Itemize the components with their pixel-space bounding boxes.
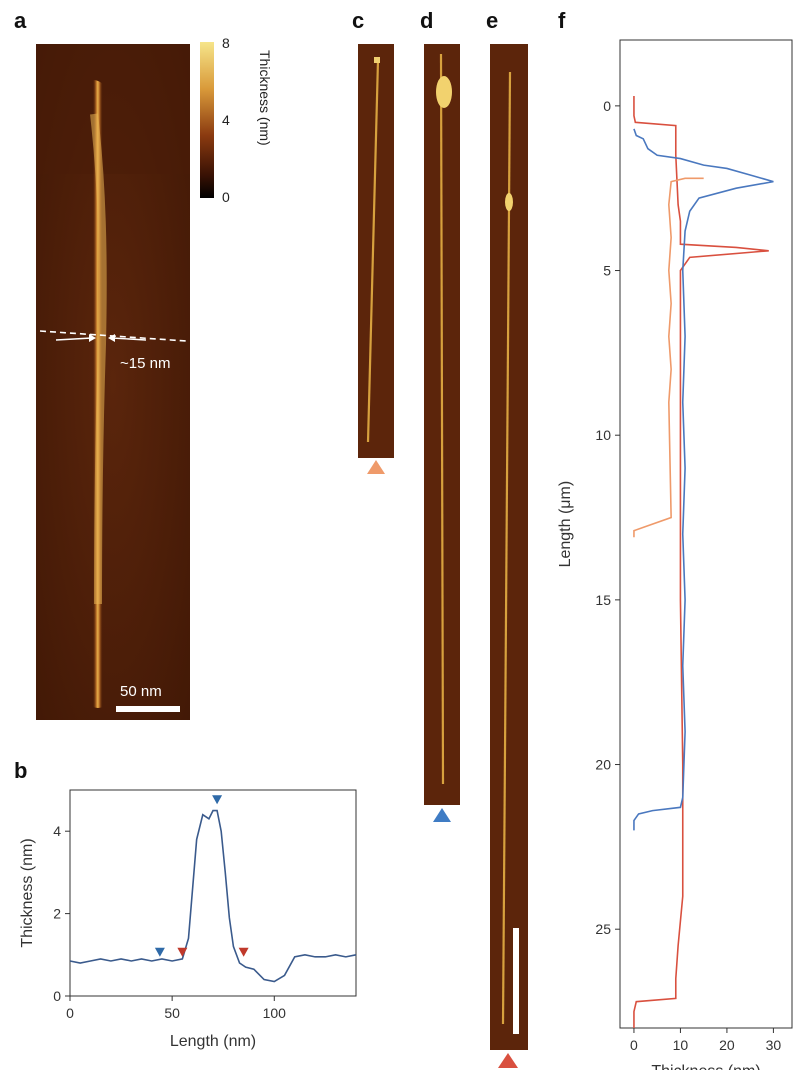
arrow-left-icon <box>108 334 115 342</box>
afm-image-c <box>358 44 394 474</box>
scalebar-e <box>513 928 519 1034</box>
y-tick-label-b: 4 <box>53 823 61 839</box>
x-axis-label-f: Thickness (nm) <box>651 1063 760 1070</box>
y-tick-label-f: 5 <box>603 263 611 279</box>
chart-b: 0 50 100 0 2 4 Length (nm) Thickness (nm) <box>19 789 357 1050</box>
y-axis-label-f: Length (μm) <box>557 481 574 568</box>
series-line-f <box>633 95 769 1028</box>
y-tick-label-f: 10 <box>595 427 611 443</box>
panel-letter-e: e <box>486 8 499 33</box>
y-tick-label-f: 15 <box>595 592 611 608</box>
series-line-b <box>69 809 357 983</box>
colorbar-tick-0: 0 <box>222 189 230 205</box>
x-tick-label-b: 100 <box>263 1005 287 1021</box>
chart-f: 0 10 20 30 0 5 10 15 20 25 Thickness (nm) Length (μ… <box>557 39 793 1070</box>
arrow-right-icon <box>89 334 96 342</box>
plot-frame-f <box>619 39 793 1029</box>
series-line-f <box>633 177 704 538</box>
marker-triangle-b <box>238 947 249 957</box>
afm-image-a: ~15 nm 50 nm <box>36 44 190 720</box>
y-tick-label-b: 2 <box>53 906 61 922</box>
x-tick-label-b: 0 <box>66 1005 74 1021</box>
marker-c-icon <box>367 460 385 474</box>
x-axis-label-b: Length (nm) <box>170 1033 256 1050</box>
panel-letter-b: b <box>14 758 28 783</box>
y-tick-label-b: 0 <box>53 988 61 1004</box>
width-annotation: ~15 nm <box>120 355 170 372</box>
x-tick-label-b: 50 <box>164 1005 180 1021</box>
colorbar: 8 4 0 Thickness (nm) <box>200 35 273 205</box>
panel-letter-d: d <box>420 8 434 33</box>
plot-frame-b <box>69 789 357 997</box>
y-tick-label-f: 20 <box>595 757 611 773</box>
x-tick-label-f: 20 <box>719 1037 735 1053</box>
marker-e-icon <box>498 1053 518 1068</box>
panel-letter-a: a <box>14 8 27 33</box>
y-axis-label-b: Thickness (nm) <box>19 838 36 947</box>
series-line-f <box>633 128 774 831</box>
panel-letter-c: c <box>352 8 365 33</box>
x-tick-label-f: 0 <box>630 1037 638 1053</box>
marker-d-icon <box>433 808 451 822</box>
y-tick-label-f: 25 <box>595 921 611 937</box>
marker-triangle-b <box>177 947 188 957</box>
colorbar-tick-8: 8 <box>222 35 230 51</box>
marker-triangle-b <box>212 795 223 805</box>
colorbar-label: Thickness (nm) <box>257 50 273 146</box>
y-tick-label-f: 0 <box>603 98 611 114</box>
afm-image-e <box>490 44 528 1068</box>
afm-image-d <box>424 44 460 822</box>
x-tick-label-f: 30 <box>766 1037 782 1053</box>
colorbar-tick-4: 4 <box>222 112 230 128</box>
scalebar-label-a: 50 nm <box>120 683 162 700</box>
x-tick-label-f: 10 <box>673 1037 689 1053</box>
scalebar-a <box>116 706 180 712</box>
marker-triangle-b <box>154 947 165 957</box>
panel-letter-f: f <box>558 8 566 33</box>
